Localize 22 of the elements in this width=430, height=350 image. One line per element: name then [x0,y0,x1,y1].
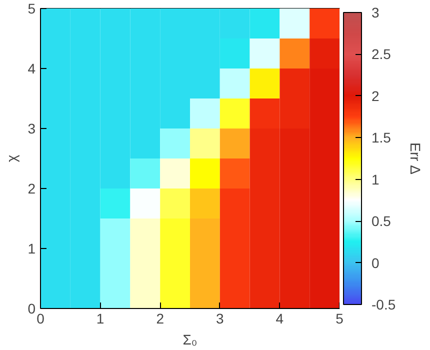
y-tick-label: 4 [28,60,36,76]
x-tick-label: 3 [216,310,224,326]
color-bar-label: -0.5 [372,296,396,312]
y-axis-title: χ [4,154,20,162]
x-tick-label: 5 [336,310,344,326]
x-tick-label: 1 [96,310,104,326]
color-bar-label: 2.5 [372,46,392,62]
y-tick-label: 5 [28,0,36,16]
color-bar-label: 0 [372,254,380,271]
x-tick-label: 4 [276,310,284,326]
color-bar-label: 3 [372,4,380,20]
y-tick-label: 3 [28,120,36,136]
y-tick-label: 2 [28,180,36,196]
color-bar-label: 1.5 [372,130,392,146]
color-bar-label: 1 [372,171,380,188]
y-tick-label: 0 [28,300,36,316]
x-axis-title: Σ₀ [182,332,198,348]
y-tick-label: 1 [28,240,36,256]
color-bar-title: Err Δ [408,142,424,174]
color-bar-label: 0.5 [372,213,392,230]
x-tick-label: 2 [156,310,164,326]
color-bar-label: 2 [372,88,380,104]
